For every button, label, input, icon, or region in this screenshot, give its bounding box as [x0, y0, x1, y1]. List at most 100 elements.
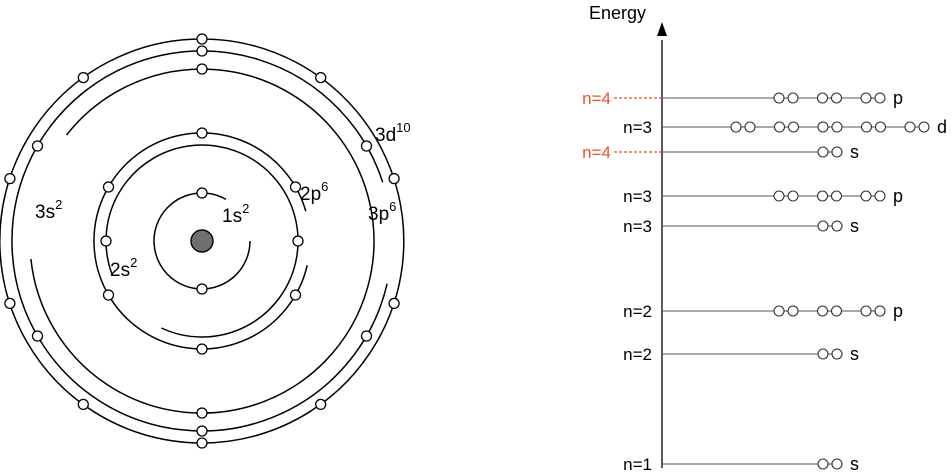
level-label: n=3 — [623, 187, 652, 206]
orbital-electron-6 — [831, 121, 843, 133]
electron-2p-1 — [196, 127, 208, 139]
electron-3d-10 — [77, 71, 89, 84]
sublevel-label: s — [850, 216, 859, 236]
electron-2p-2 — [289, 181, 302, 193]
orbital-electron-3 — [816, 92, 829, 104]
orbital-electron-3 — [816, 190, 829, 202]
electron-3d-5 — [315, 398, 327, 411]
orbital-electron-2 — [831, 146, 843, 158]
shell-ring-2s — [105, 144, 299, 338]
orbital-electron-2 — [787, 305, 799, 317]
electron-3d-3 — [388, 172, 400, 185]
orbital-electron-2 — [831, 458, 843, 470]
orbital-electron-1 — [817, 220, 829, 232]
level-label: n=3 — [623, 118, 652, 137]
sublevel-label: s — [850, 142, 859, 162]
electron-2p-5 — [102, 289, 115, 301]
orbital-electron-3 — [816, 305, 829, 317]
electron-2p-3 — [289, 289, 302, 301]
energy-level-n3s: n=3 s — [623, 216, 859, 236]
level-label: n=2 — [623, 345, 652, 364]
orbital-electron-2 — [787, 190, 799, 202]
label-2p: 2p6 — [300, 179, 328, 205]
electron-3d-4 — [388, 297, 400, 310]
level-label: n=2 — [623, 302, 652, 321]
orbital-electron-9 — [904, 121, 916, 133]
energy-level-n2s: n=2 s — [623, 344, 859, 364]
orbital-electron-5 — [860, 305, 872, 317]
electron-3s-1 — [196, 63, 208, 75]
level-label: n=3 — [623, 217, 652, 236]
orbital-electron-10 — [918, 121, 930, 133]
label-3s: 3s2 — [35, 197, 62, 223]
orbital-electron-2 — [787, 92, 799, 104]
level-label: n=4 — [582, 89, 611, 108]
orbital-electron-5 — [860, 190, 872, 202]
label-1s: 1s2 — [222, 201, 249, 227]
energy-level-n4p: n=4 p — [582, 88, 903, 108]
electron-3p-4 — [196, 425, 208, 437]
label-2s: 2s2 — [110, 255, 137, 281]
electron-2p-6 — [102, 181, 115, 193]
orbital-electron-4 — [830, 92, 843, 104]
energy-axis-label: Energy — [589, 3, 646, 23]
energy-axis-arrow-icon — [657, 22, 667, 36]
orbital-electron-5 — [817, 121, 829, 133]
orbital-electron-1 — [730, 121, 742, 133]
electron-3d-8 — [4, 297, 16, 310]
sublevel-label: p — [893, 186, 903, 206]
orbital-electron-1 — [773, 92, 785, 104]
label-3p: 3p6 — [368, 199, 396, 225]
electron-3p-3 — [360, 330, 373, 342]
shell-ring-3p — [11, 50, 388, 432]
orbital-electron-1 — [773, 190, 785, 202]
orbital-electron-4 — [787, 121, 800, 133]
orbital-electron-1 — [817, 146, 829, 158]
electron-3p-1 — [196, 45, 208, 57]
orbital-electron-1 — [773, 305, 785, 317]
orbital-electron-7 — [860, 121, 873, 133]
electron-2s-2 — [292, 235, 304, 247]
nucleus — [190, 229, 214, 253]
orbital-electron-8 — [874, 121, 887, 133]
electron-3d-6 — [196, 437, 208, 449]
sublevel-label: d — [937, 117, 947, 137]
level-label: n=4 — [582, 143, 611, 162]
electron-3d-1 — [196, 33, 208, 45]
sublevel-label: s — [850, 344, 859, 364]
electron-3s-2 — [196, 407, 208, 419]
orbital-electron-6 — [874, 305, 886, 317]
electron-3p-5 — [31, 330, 44, 342]
label-3d: 3d10 — [375, 120, 411, 146]
orbital-electron-1 — [817, 458, 829, 470]
orbital-electron-4 — [830, 190, 843, 202]
electron-3d-9 — [4, 172, 16, 185]
sublevel-label: p — [893, 88, 903, 108]
electron-1s-1 — [196, 187, 208, 199]
sublevel-label: p — [893, 301, 903, 321]
orbital-electron-6 — [874, 92, 886, 104]
orbital-electron-3 — [773, 121, 786, 133]
electron-2s-1 — [100, 235, 112, 247]
orbital-electron-4 — [830, 305, 843, 317]
orbital-electron-1 — [817, 348, 829, 360]
orbital-electron-2 — [744, 121, 756, 133]
electron-3p-6 — [31, 140, 44, 152]
shell-ring-2p — [93, 132, 308, 350]
energy-level-n3p: n=3 p — [623, 186, 903, 206]
orbital-electron-2 — [831, 348, 843, 360]
orbital-electron-5 — [860, 92, 872, 104]
energy-level-n3d: n=3 d — [623, 117, 947, 137]
atom-shell-diagram: 1s2 2s2 2p6 3s2 3p6 3d10 — [0, 33, 411, 449]
electron-3p-2 — [360, 140, 373, 152]
energy-level-n1s: n=1 s — [623, 454, 859, 474]
electron-1s-2 — [196, 283, 208, 295]
electron-2p-4 — [196, 343, 208, 355]
energy-level-diagram: Energy n=4 p n=3 d n=4 s n=3 p n=3 s n=2 p n=2 s n=1 s — [582, 3, 947, 474]
level-label: n=1 — [623, 455, 652, 474]
electron-3d-7 — [77, 398, 89, 411]
orbital-electron-2 — [831, 220, 843, 232]
energy-level-n4s: n=4 s — [582, 142, 859, 162]
shell-ring-1s — [153, 192, 251, 290]
